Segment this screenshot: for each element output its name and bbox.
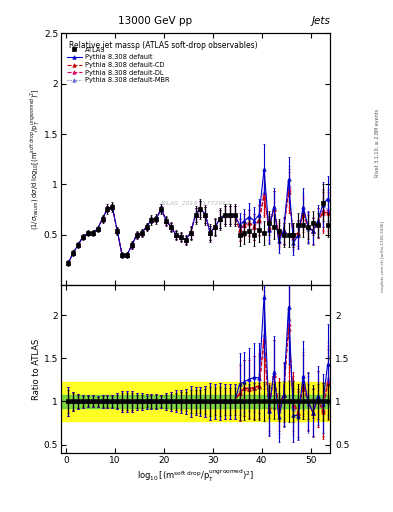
Text: Rivet 3.1.10, ≥ 2.8M events: Rivet 3.1.10, ≥ 2.8M events — [375, 109, 380, 178]
X-axis label: $\log_{10}$[(m$^{\rm soft\ drop}$/p$_{\rm T}^{\rm ungroomed}$)$^2$]: $\log_{10}$[(m$^{\rm soft\ drop}$/p$_{\r… — [137, 467, 254, 484]
Text: Relative jet massρ (ATLAS soft-drop observables): Relative jet massρ (ATLAS soft-drop obse… — [69, 41, 258, 50]
Legend: ATLAS, Pythia 8.308 default, Pythia 8.308 default-CD, Pythia 8.308 default-DL, P: ATLAS, Pythia 8.308 default, Pythia 8.30… — [67, 47, 169, 83]
Text: Jets: Jets — [311, 15, 330, 26]
Text: 13000 GeV pp: 13000 GeV pp — [118, 15, 192, 26]
Y-axis label: $(1/\sigma_{resum})$ d$\sigma$/d log$_{10}$[(m$^{soft\ drop}$/p$_T^{ungroomed}$): $(1/\sigma_{resum})$ d$\sigma$/d log$_{1… — [29, 88, 42, 230]
Y-axis label: Ratio to ATLAS: Ratio to ATLAS — [32, 338, 41, 400]
Text: mcplots.cern.ch [arXiv:1306.3436]: mcplots.cern.ch [arXiv:1306.3436] — [381, 221, 385, 291]
Text: ATLAS_2019_I1772062: ATLAS_2019_I1772062 — [160, 201, 231, 206]
